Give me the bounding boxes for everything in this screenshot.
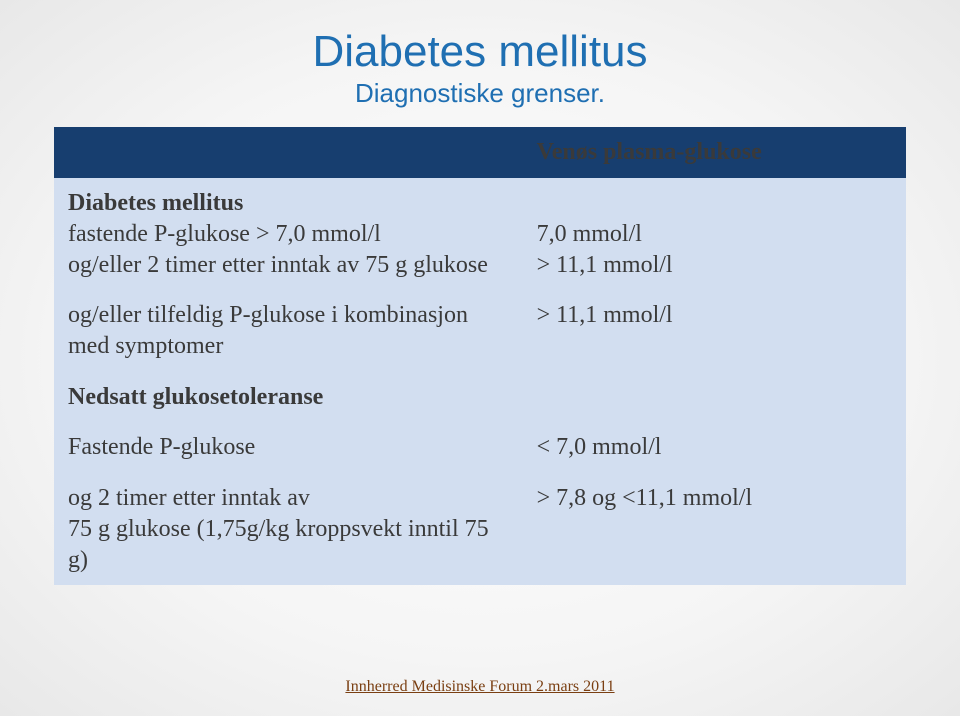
slide: Diabetes mellitus Diagnostiske grenser. … <box>0 0 960 716</box>
row-left-bold: Nedsatt glukosetoleranse <box>68 384 323 410</box>
row-right-text: 7,0 mmol/l > 11,1 mmol/l <box>537 221 673 278</box>
row-left-bold: Diabetes mellitus <box>68 190 243 216</box>
title-block: Diabetes mellitus Diagnostiske grenser. <box>54 28 906 109</box>
row-right-text: > 7,8 og <11,1 mmol/l <box>537 485 753 511</box>
row-left: og 2 timer etter inntak av 75 g glukose … <box>54 473 523 585</box>
row-right: > 7,8 og <11,1 mmol/l <box>523 473 906 585</box>
table-row: og 2 timer etter inntak av 75 g glukose … <box>54 473 906 585</box>
row-left: og/eller tilfeldig P-glukose i kombinasj… <box>54 290 523 371</box>
table-row: Diabetes mellitus fastende P-glukose > 7… <box>54 178 906 290</box>
table-row: og/eller tilfeldig P-glukose i kombinasj… <box>54 290 906 371</box>
footer-text: Innherred Medisinske Forum 2.mars 2011 <box>0 678 960 696</box>
row-left-text: og/eller tilfeldig P-glukose i kombinasj… <box>68 302 468 359</box>
slide-title: Diabetes mellitus <box>54 28 906 76</box>
row-right-text: < 7,0 mmol/l <box>537 434 662 460</box>
row-right: 7,0 mmol/l > 11,1 mmol/l <box>523 178 906 290</box>
row-right-text: > 11,1 mmol/l <box>537 302 673 328</box>
header-left-cell <box>54 127 523 178</box>
criteria-table: Venøs plasma-glukose Diabetes mellitus f… <box>54 127 906 585</box>
row-left: Nedsatt glukosetoleranse <box>54 372 523 423</box>
row-left-text: og 2 timer etter inntak av 75 g glukose … <box>68 485 489 572</box>
table-row: Nedsatt glukosetoleranse <box>54 372 906 423</box>
header-right-cell: Venøs plasma-glukose <box>523 127 906 178</box>
slide-subtitle: Diagnostiske grenser. <box>54 78 906 109</box>
row-left-text: fastende P-glukose > 7,0 mmol/l og/eller… <box>68 221 488 278</box>
row-right <box>523 372 906 423</box>
row-left: Diabetes mellitus fastende P-glukose > 7… <box>54 178 523 290</box>
table-row: Fastende P-glukose < 7,0 mmol/l <box>54 422 906 473</box>
row-left: Fastende P-glukose <box>54 422 523 473</box>
table-header-row: Venøs plasma-glukose <box>54 127 906 178</box>
row-left-text: Fastende P-glukose <box>68 434 255 460</box>
row-right: > 11,1 mmol/l <box>523 290 906 371</box>
row-right: < 7,0 mmol/l <box>523 422 906 473</box>
